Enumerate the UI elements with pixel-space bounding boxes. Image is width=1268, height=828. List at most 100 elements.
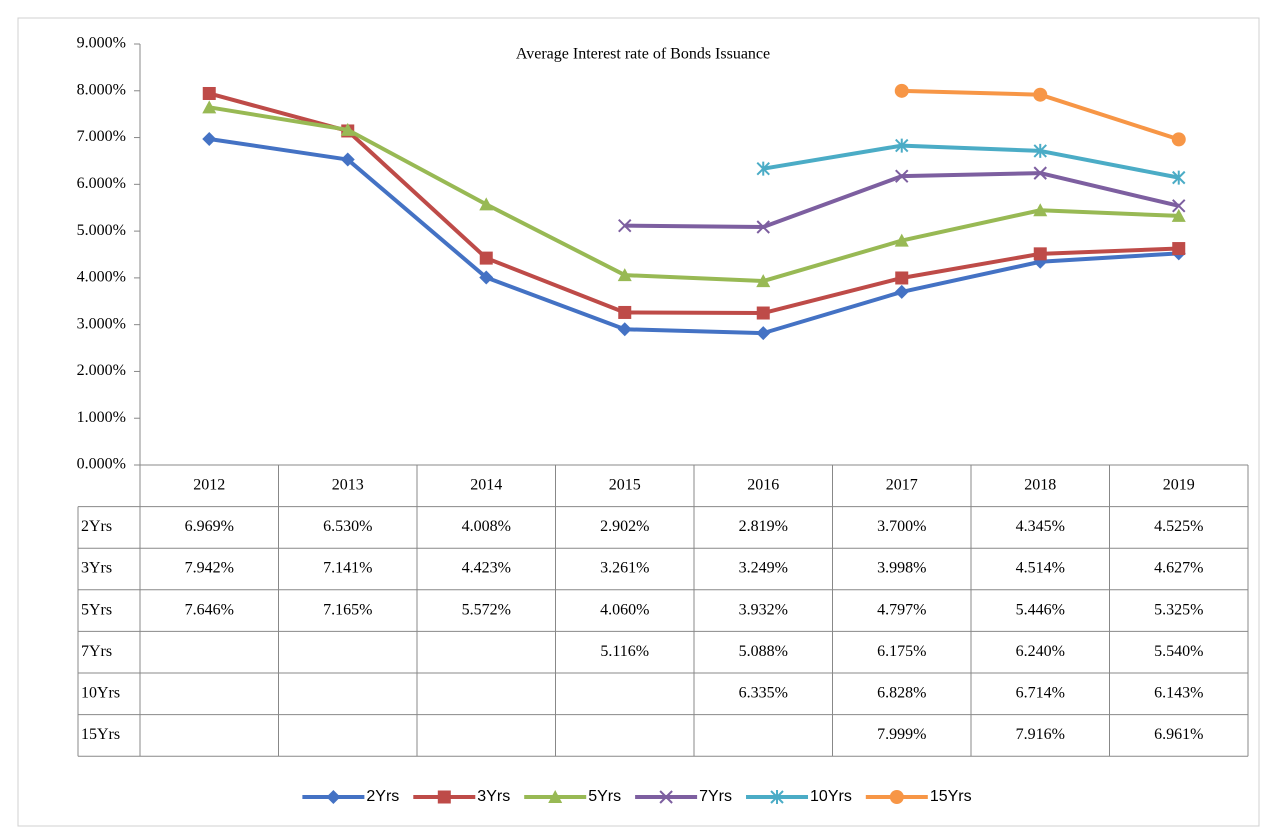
marker (895, 169, 909, 183)
table-value: 5.572% (462, 601, 511, 618)
table-value: 5.088% (739, 643, 788, 660)
table-value: 3.998% (877, 560, 926, 577)
marker (1172, 199, 1186, 213)
x-tick-label: 2016 (747, 476, 779, 493)
legend-label: 15Yrs (930, 788, 972, 805)
marker (202, 100, 217, 114)
marker (617, 268, 632, 282)
row-label: 3Yrs (81, 560, 112, 577)
marker (618, 218, 632, 233)
table-value: 4.797% (877, 601, 926, 618)
marker (1033, 247, 1047, 261)
table-value: 4.525% (1154, 518, 1203, 535)
legend-label: 7Yrs (699, 788, 732, 805)
table-value: 7.165% (323, 601, 372, 618)
table-value: 6.175% (877, 643, 926, 660)
y-tick-label: 2.000% (77, 362, 126, 379)
y-tick-label: 4.000% (77, 269, 126, 286)
row-label: 2Yrs (81, 518, 112, 535)
table-value: 4.423% (462, 560, 511, 577)
marker (1033, 203, 1048, 217)
table-value: 3.261% (600, 560, 649, 577)
table-value: 3.932% (739, 601, 788, 618)
table-value: 7.646% (185, 601, 234, 618)
marker (894, 233, 909, 247)
marker (479, 251, 493, 265)
marker (894, 83, 909, 98)
x-tick-label: 2018 (1024, 476, 1056, 493)
series-line (762, 143, 1180, 180)
marker (1171, 208, 1186, 222)
x-tick-label: 2017 (886, 476, 918, 493)
table-value: 6.530% (323, 518, 372, 535)
table-value: 2.902% (600, 518, 649, 535)
legend-label: 5Yrs (588, 788, 621, 805)
table-value: 4.008% (462, 518, 511, 535)
table-value: 6.143% (1154, 684, 1203, 701)
marker (1172, 242, 1186, 256)
table-value: 4.060% (600, 601, 649, 618)
marker (756, 220, 770, 234)
table-value: 6.240% (1016, 643, 1065, 660)
chart-title: Average Interest rate of Bonds Issuance (516, 46, 770, 63)
marker (437, 790, 451, 804)
marker (1171, 132, 1186, 147)
x-tick-label: 2019 (1163, 476, 1195, 493)
marker (894, 284, 909, 299)
marker (326, 790, 341, 804)
y-tick-label: 1.000% (77, 409, 126, 426)
table-value: 6.969% (185, 518, 234, 535)
row-label: 10Yrs (81, 684, 120, 701)
table-value: 5.446% (1016, 601, 1065, 618)
legend: 2Yrs 3Yrs 5Yrs 7Yrs 10Yrs 15Yrs (302, 788, 972, 805)
marker (340, 122, 355, 136)
x-tick-label: 2015 (609, 476, 641, 493)
row-label: 5Yrs (81, 601, 112, 618)
table-value: 4.514% (1016, 560, 1065, 577)
x-tick-label: 2014 (470, 476, 502, 493)
marker (895, 138, 909, 153)
table-value: 6.335% (739, 684, 788, 701)
marker (889, 790, 904, 804)
y-tick-label: 5.000% (77, 222, 126, 239)
marker (618, 305, 632, 319)
marker (770, 790, 784, 804)
marker (1033, 143, 1047, 158)
table-value: 2.819% (739, 518, 788, 535)
marker (548, 790, 563, 803)
marker (479, 270, 494, 285)
y-tick-label: 7.000% (77, 128, 126, 145)
table-value: 5.325% (1154, 601, 1203, 618)
series-line (208, 137, 1179, 336)
table-value: 7.942% (185, 560, 234, 577)
marker (756, 274, 771, 288)
marker (1033, 87, 1048, 102)
legend-label: 10Yrs (810, 788, 852, 805)
table-value: 7.916% (1016, 726, 1065, 743)
table-value: 6.714% (1016, 684, 1065, 701)
marker (756, 161, 770, 176)
marker (895, 271, 909, 285)
marker (1172, 170, 1186, 185)
row-label: 7Yrs (81, 643, 112, 660)
y-tick-label: 9.000% (77, 35, 126, 52)
legend-label: 3Yrs (477, 788, 510, 805)
marker (659, 790, 673, 804)
y-tick-label: 8.000% (77, 81, 126, 98)
y-tick-label: 3.000% (77, 315, 126, 332)
marker (340, 152, 355, 167)
table-value: 4.627% (1154, 560, 1203, 577)
table-value: 7.141% (323, 560, 372, 577)
row-label: 15Yrs (81, 726, 120, 743)
marker (617, 322, 632, 337)
table-value: 3.249% (739, 560, 788, 577)
table-value: 3.700% (877, 518, 926, 535)
marker (756, 326, 771, 341)
table-value: 6.828% (877, 684, 926, 701)
y-tick-label: 6.000% (77, 175, 126, 192)
series-line (208, 91, 1179, 316)
series-line (208, 105, 1179, 284)
marker (202, 86, 216, 100)
chart-frame (17, 17, 1260, 827)
